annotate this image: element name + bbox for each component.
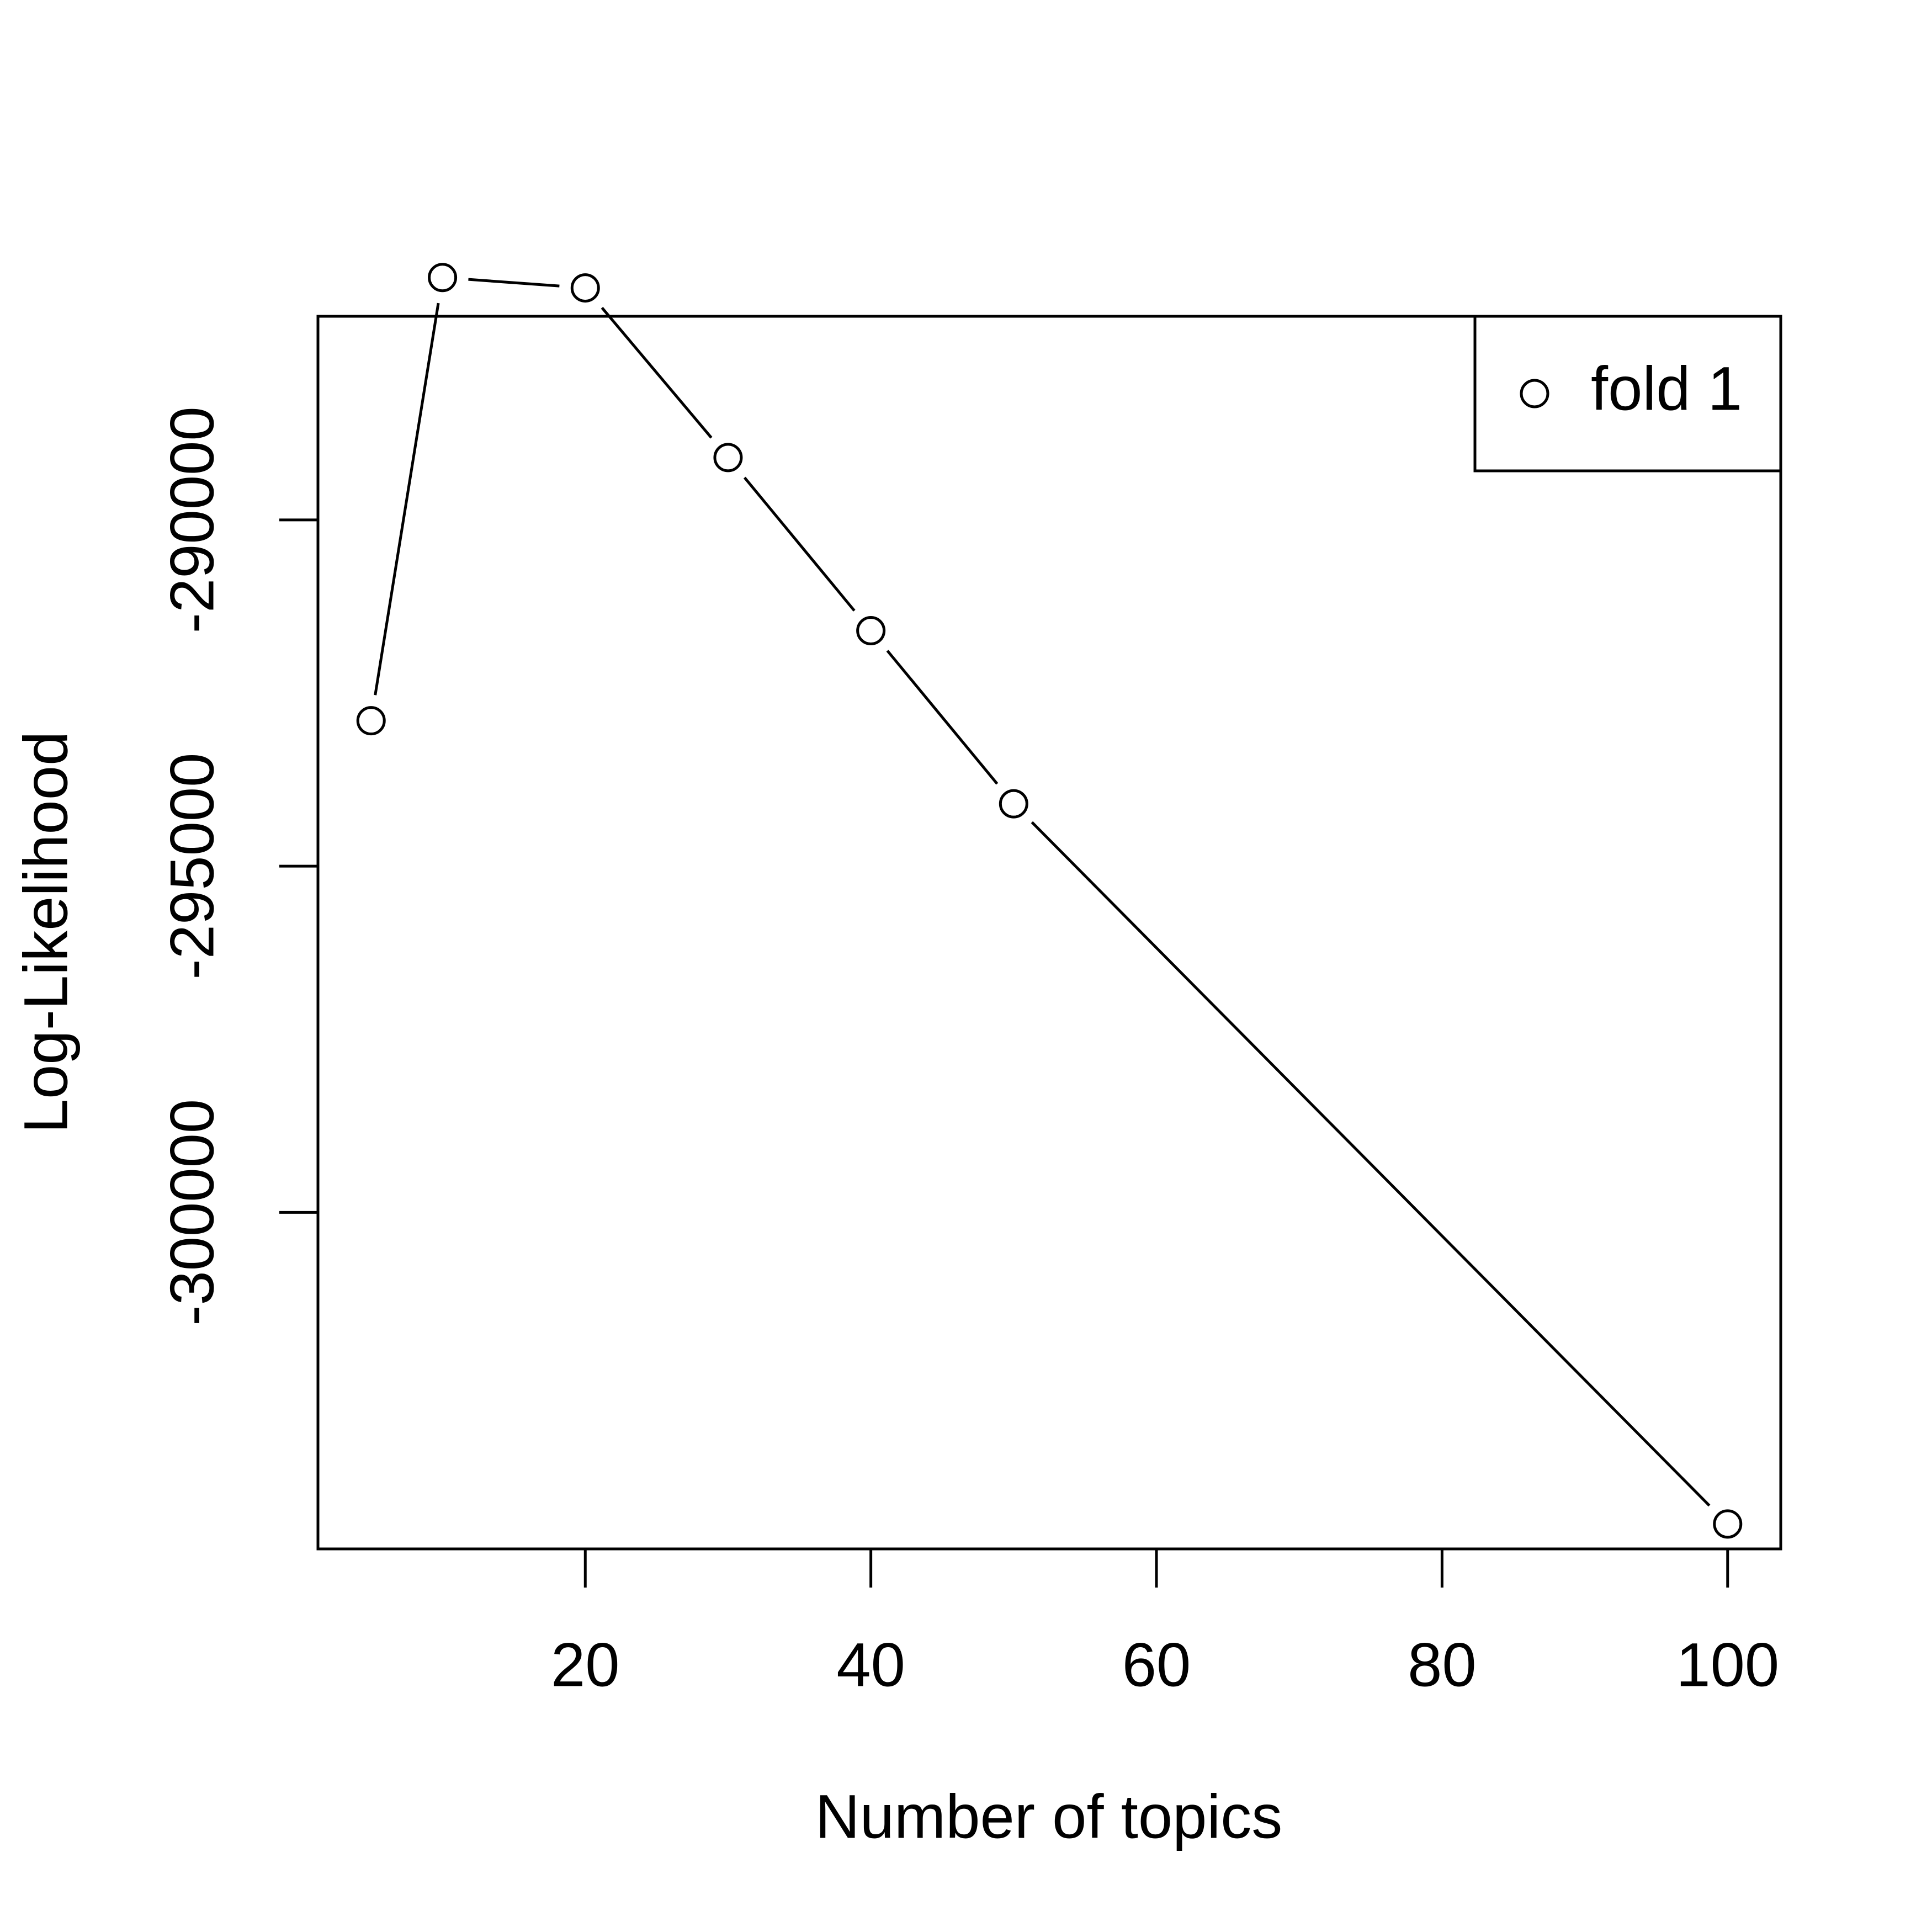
series-line-segment: [374, 302, 440, 696]
series-line-segment: [886, 650, 999, 785]
data-point: [570, 273, 600, 303]
y-tick-label: -295000: [158, 753, 227, 980]
legend: fold 1: [1473, 315, 1782, 473]
x-tick-label: 80: [1408, 1631, 1477, 1700]
series-line-segment: [1031, 821, 1711, 1507]
y-tick-label: -290000: [158, 406, 227, 633]
x-tick-label: 20: [551, 1631, 620, 1700]
y-tick-label: -300000: [158, 1099, 227, 1326]
x-tick-label: 40: [836, 1631, 905, 1700]
series-line-segment: [743, 476, 856, 612]
legend-box: [1473, 315, 1782, 473]
axes-layer: 20 40 60 80 100 -290000 -295000 -300000: [158, 406, 1780, 1699]
y-axis-label: Log-Likelihood: [12, 731, 81, 1134]
x-tick-label: 60: [1122, 1631, 1191, 1700]
data-point: [428, 263, 458, 293]
data-point: [713, 443, 743, 473]
legend-marker-circle: [1520, 379, 1549, 408]
data-point: [999, 789, 1028, 819]
series-line-segment: [601, 306, 713, 439]
data-point: [356, 706, 386, 736]
x-tick-label: 100: [1676, 1631, 1779, 1700]
legend-label: fold 1: [1591, 354, 1742, 423]
series-layer: [356, 263, 1743, 1539]
data-point: [856, 616, 886, 646]
series-line-segment: [468, 278, 560, 288]
x-axis-label: Number of topics: [815, 1782, 1283, 1851]
data-point: [1713, 1509, 1743, 1539]
